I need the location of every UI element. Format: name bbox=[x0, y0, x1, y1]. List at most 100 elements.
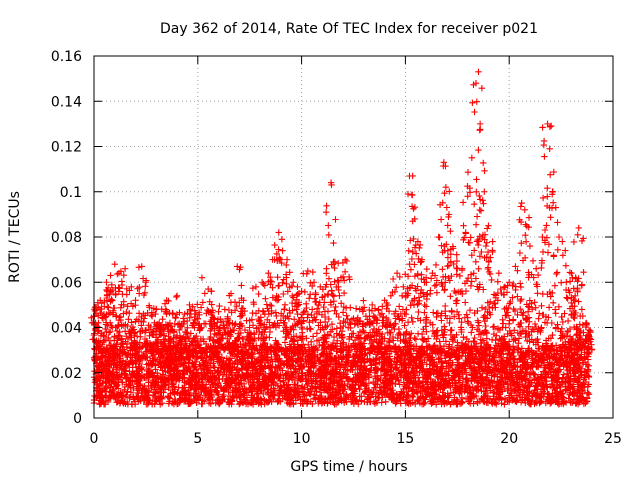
data-point bbox=[585, 333, 593, 340]
y-axis-title: ROTI / TECUs bbox=[7, 191, 23, 283]
peak-columns bbox=[88, 81, 596, 354]
data-point bbox=[495, 270, 503, 277]
data-point bbox=[521, 206, 528, 214]
x-tick-label: 20 bbox=[500, 431, 518, 447]
data-point bbox=[180, 315, 187, 322]
data-point bbox=[115, 270, 123, 277]
data-point bbox=[97, 297, 104, 304]
y-tick-label: 0.14 bbox=[51, 94, 82, 110]
y-tick-label: 0.06 bbox=[51, 275, 82, 291]
data-point bbox=[375, 306, 382, 313]
data-point bbox=[449, 245, 457, 252]
data-point bbox=[91, 303, 99, 311]
data-point bbox=[582, 319, 590, 327]
x-tick-label: 0 bbox=[90, 431, 99, 447]
data-point bbox=[460, 222, 467, 229]
data-point bbox=[414, 238, 422, 245]
data-point bbox=[221, 306, 228, 313]
data-point bbox=[341, 256, 349, 263]
data-point bbox=[429, 270, 436, 277]
data-point bbox=[215, 308, 222, 315]
data-point bbox=[294, 283, 301, 290]
data-point bbox=[400, 283, 407, 290]
data-point bbox=[422, 274, 430, 281]
data-point bbox=[227, 290, 235, 297]
data-point bbox=[252, 283, 260, 290]
data-point bbox=[148, 312, 156, 320]
data-point bbox=[512, 263, 519, 270]
data-point bbox=[142, 279, 150, 286]
y-tick-label: 0.04 bbox=[51, 321, 82, 337]
data-point bbox=[575, 224, 582, 232]
x-axis-title: GPS time / hours bbox=[290, 459, 407, 475]
data-point bbox=[258, 279, 266, 286]
y-tick-label: 0.08 bbox=[51, 230, 82, 246]
data-point bbox=[409, 172, 416, 180]
data-point bbox=[265, 270, 272, 277]
data-point bbox=[153, 306, 160, 313]
data-point bbox=[418, 256, 426, 263]
data-point bbox=[331, 258, 339, 266]
data-point bbox=[163, 297, 170, 304]
data-point bbox=[138, 263, 145, 270]
data-point bbox=[275, 229, 282, 236]
noise-cloud-layer bbox=[88, 81, 596, 408]
data-point bbox=[549, 188, 556, 195]
x-tick-label: 15 bbox=[396, 431, 414, 447]
data-point bbox=[468, 154, 476, 162]
data-point bbox=[411, 215, 418, 223]
data-point bbox=[546, 145, 553, 152]
data-point bbox=[489, 238, 496, 245]
data-point bbox=[562, 247, 569, 254]
data-point bbox=[578, 306, 586, 313]
data-point bbox=[169, 310, 177, 318]
data-point bbox=[526, 242, 534, 250]
y-tick-label: 0.16 bbox=[51, 49, 82, 65]
data-point bbox=[350, 315, 357, 322]
data-point bbox=[186, 301, 193, 309]
data-point bbox=[555, 233, 563, 241]
data-point bbox=[283, 256, 291, 263]
data-point bbox=[157, 324, 164, 331]
data-point bbox=[132, 297, 139, 304]
data-point bbox=[435, 233, 442, 241]
data-point bbox=[387, 292, 395, 300]
data-point bbox=[128, 283, 135, 290]
x-tick-label: 10 bbox=[293, 431, 311, 447]
data-point bbox=[475, 68, 482, 76]
data-point bbox=[323, 265, 330, 272]
data-point bbox=[518, 199, 525, 207]
data-point bbox=[572, 274, 579, 281]
y-tick-label: 0 bbox=[73, 411, 82, 427]
y-tick-label: 0.1 bbox=[60, 185, 82, 201]
data-point bbox=[310, 279, 318, 286]
data-point bbox=[476, 120, 484, 128]
data-point bbox=[298, 288, 305, 295]
data-point bbox=[278, 236, 286, 243]
ticks-layer bbox=[93, 55, 614, 419]
data-point bbox=[327, 179, 335, 186]
data-point bbox=[393, 270, 401, 277]
data-point bbox=[445, 211, 453, 218]
y-tick-label: 0.02 bbox=[51, 366, 82, 382]
data-point bbox=[103, 279, 110, 286]
data-point bbox=[290, 279, 297, 286]
tick-labels-layer: 0 0.02 0.04 0.06 0.08 0.1 0.12 0.14 0.16 0 5 10 15 20… bbox=[51, 49, 622, 447]
data-point bbox=[544, 120, 551, 128]
data-point bbox=[532, 265, 540, 272]
data-point bbox=[111, 260, 118, 268]
data-point bbox=[539, 233, 546, 241]
data-point bbox=[485, 222, 492, 229]
data-point bbox=[337, 274, 345, 281]
data-point bbox=[362, 312, 370, 320]
x-tick-label: 25 bbox=[604, 431, 622, 447]
data-point bbox=[173, 292, 181, 300]
data-point bbox=[454, 265, 461, 272]
data-point bbox=[121, 265, 129, 272]
data-point bbox=[501, 283, 509, 290]
chart-title: Day 362 of 2014, Rate Of TEC Index for r… bbox=[160, 21, 538, 37]
data-point bbox=[381, 297, 388, 304]
data-point bbox=[406, 260, 413, 268]
y-tick-label: 0.12 bbox=[51, 140, 82, 156]
data-point bbox=[464, 193, 471, 200]
